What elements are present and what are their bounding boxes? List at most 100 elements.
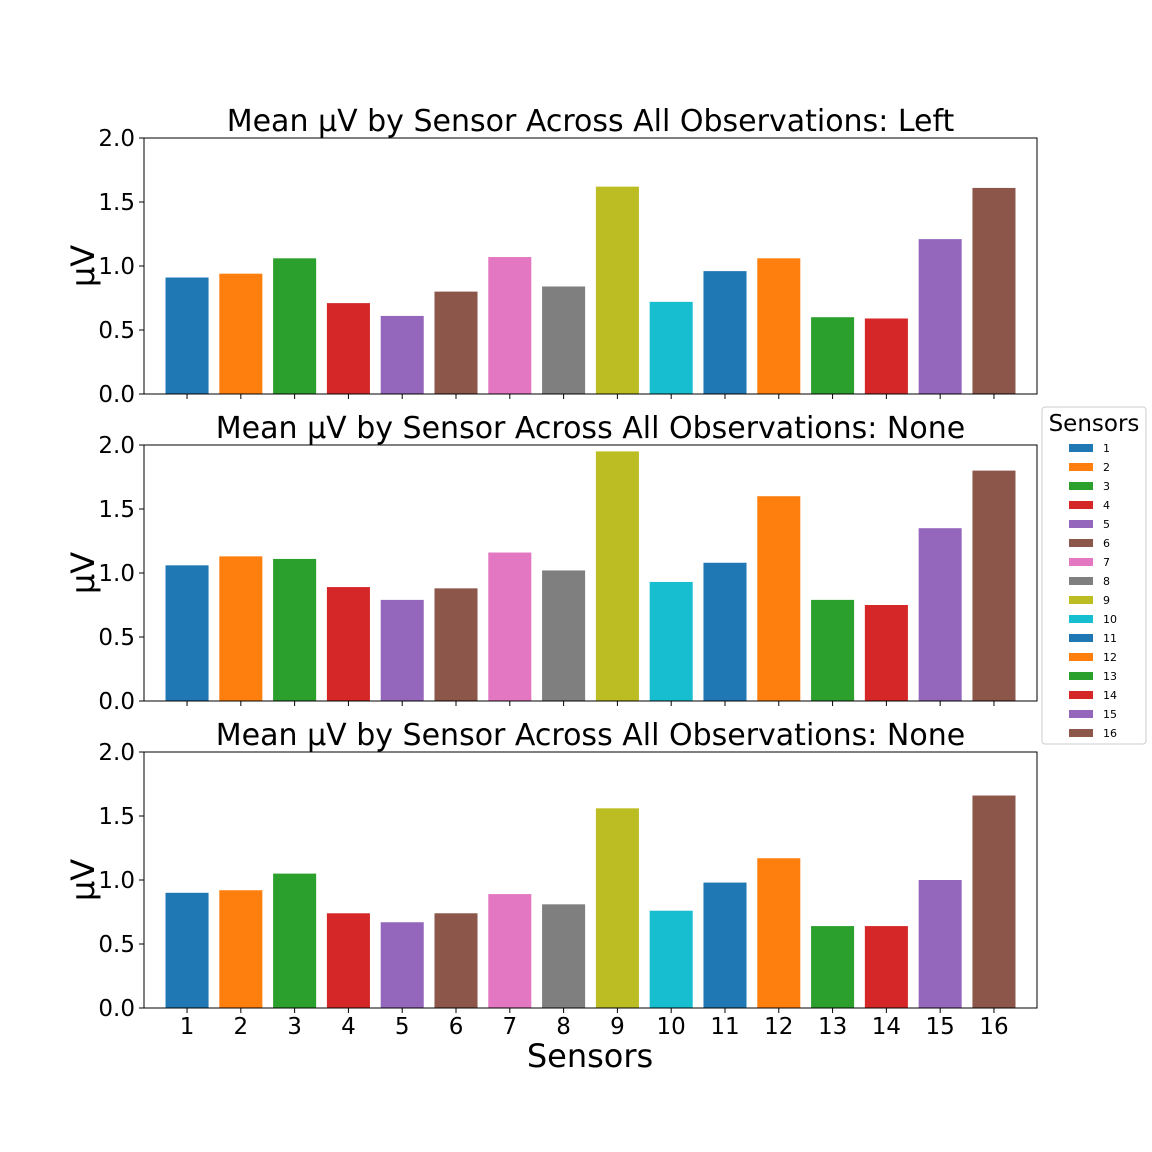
chart-panels: 0.0 0.5 1.0 1.5 2.0 Mean µV by Sensor Across … — [64, 104, 1038, 1040]
bar-sensor-3 — [273, 873, 317, 1008]
bar-sensor-10 — [649, 910, 693, 1008]
bar-sensor-12 — [757, 858, 801, 1008]
bar-sensor-7 — [488, 257, 532, 394]
bar-sensor-16 — [972, 470, 1016, 701]
y-axis-label: µV — [64, 859, 102, 901]
bar-sensor-1 — [165, 892, 209, 1008]
legend-swatch — [1069, 710, 1093, 718]
legend-swatch — [1069, 501, 1093, 509]
bar-sensor-2 — [219, 556, 263, 701]
bar-sensor-13 — [811, 926, 855, 1008]
legend-title: Sensors — [1049, 411, 1140, 437]
legend-label: 14 — [1103, 689, 1117, 702]
legend-swatch — [1069, 691, 1093, 699]
legend-entry: 3 — [1069, 480, 1110, 493]
bar-sensor-14 — [864, 926, 908, 1008]
bar-sensor-9 — [595, 186, 639, 394]
legend-entry: 1 — [1069, 442, 1110, 455]
legend-swatch — [1069, 444, 1093, 452]
legend-swatch — [1069, 539, 1093, 547]
bar-sensor-6 — [434, 291, 478, 394]
y-tick-label: 1.0 — [98, 254, 135, 280]
x-tick-label: 13 — [818, 1014, 847, 1040]
y-tick-label: 2.0 — [98, 433, 135, 459]
bar-sensor-6 — [434, 913, 478, 1008]
y-axis-label: µV — [64, 245, 102, 287]
bar-sensor-8 — [542, 286, 586, 394]
panel-title: Mean µV by Sensor Across All Observation… — [227, 104, 955, 139]
bar-sensor-3 — [273, 558, 317, 701]
x-axis-label: Sensors — [527, 1037, 653, 1075]
x-tick-label: 3 — [287, 1014, 302, 1040]
legend-entry: 8 — [1069, 575, 1110, 588]
legend-label: 11 — [1103, 632, 1117, 645]
legend-swatch — [1069, 634, 1093, 642]
bar-sensor-14 — [864, 605, 908, 701]
bar-sensor-15 — [918, 880, 962, 1008]
chart-panel-1: 0.0 0.5 1.0 1.5 2.0 Mean µV by Sensor Across … — [64, 104, 1038, 408]
y-axis-label: µV — [64, 552, 102, 594]
bar-sensor-11 — [703, 882, 747, 1008]
y-tick-label: 1.5 — [98, 190, 135, 216]
bar-sensor-9 — [595, 451, 639, 701]
bar-sensor-2 — [219, 890, 263, 1008]
bar-sensor-13 — [811, 599, 855, 701]
bar-sensor-5 — [380, 599, 424, 701]
legend-label: 16 — [1103, 727, 1117, 740]
bar-sensor-4 — [326, 913, 370, 1008]
y-tick-label: 1.0 — [98, 561, 135, 587]
bar-sensor-15 — [918, 528, 962, 701]
bar-sensor-4 — [326, 303, 370, 394]
legend-entry: 9 — [1069, 594, 1110, 607]
panel-title: Mean µV by Sensor Across All Observation… — [216, 411, 965, 446]
y-tick-label: 1.0 — [98, 868, 135, 894]
bar-sensor-2 — [219, 273, 263, 394]
legend-label: 5 — [1103, 518, 1110, 531]
y-tick-label: 0.0 — [98, 689, 135, 715]
y-tick-label: 2.0 — [98, 126, 135, 152]
legend-entry: 5 — [1069, 518, 1110, 531]
legend-entry: 14 — [1069, 689, 1117, 702]
legend-entry: 15 — [1069, 708, 1117, 721]
legend-entry: 10 — [1069, 613, 1117, 626]
x-tick-label: 11 — [710, 1014, 739, 1040]
y-tick-label: 0.0 — [98, 996, 135, 1022]
bar-sensor-3 — [273, 258, 317, 394]
y-tick-label: 0.5 — [98, 932, 135, 958]
legend-entry: 6 — [1069, 537, 1110, 550]
bar-sensor-7 — [488, 552, 532, 701]
legend-swatch — [1069, 653, 1093, 661]
y-tick-label: 0.5 — [98, 625, 135, 651]
legend-label: 3 — [1103, 480, 1110, 493]
y-tick-label: 0.5 — [98, 318, 135, 344]
legend-label: 7 — [1103, 556, 1110, 569]
legend-label: 4 — [1103, 499, 1110, 512]
x-tick-label: 4 — [341, 1014, 356, 1040]
chart-panel-3: 0.00.51.01.52.01 2 3 4 5 6 7 8 9 10 11 12 13 14 15 16Me… — [64, 718, 1038, 1040]
bar-sensor-5 — [380, 315, 424, 394]
x-tick-label: 1 — [180, 1014, 195, 1040]
x-tick-label: 7 — [502, 1014, 517, 1040]
bar-sensor-12 — [757, 496, 801, 701]
bar-sensor-16 — [972, 187, 1016, 394]
bar-sensor-7 — [488, 894, 532, 1008]
bar-sensor-11 — [703, 271, 747, 394]
y-tick-label: 1.5 — [98, 804, 135, 830]
legend-swatch — [1069, 577, 1093, 585]
bar-sensor-10 — [649, 301, 693, 394]
legend-label: 1 — [1103, 442, 1110, 455]
bar-sensor-16 — [972, 795, 1016, 1008]
x-tick-label: 14 — [872, 1014, 901, 1040]
legend-label: 8 — [1103, 575, 1110, 588]
legend-swatch — [1069, 729, 1093, 737]
bar-sensor-8 — [542, 570, 586, 701]
legend-swatch — [1069, 520, 1093, 528]
legend-label: 6 — [1103, 537, 1110, 550]
legend-entry: 16 — [1069, 727, 1117, 740]
panel-title: Mean µV by Sensor Across All Observation… — [216, 718, 965, 753]
legend-swatch — [1069, 615, 1093, 623]
legend-swatch — [1069, 558, 1093, 566]
bar-sensor-11 — [703, 562, 747, 701]
bar-sensor-12 — [757, 258, 801, 394]
